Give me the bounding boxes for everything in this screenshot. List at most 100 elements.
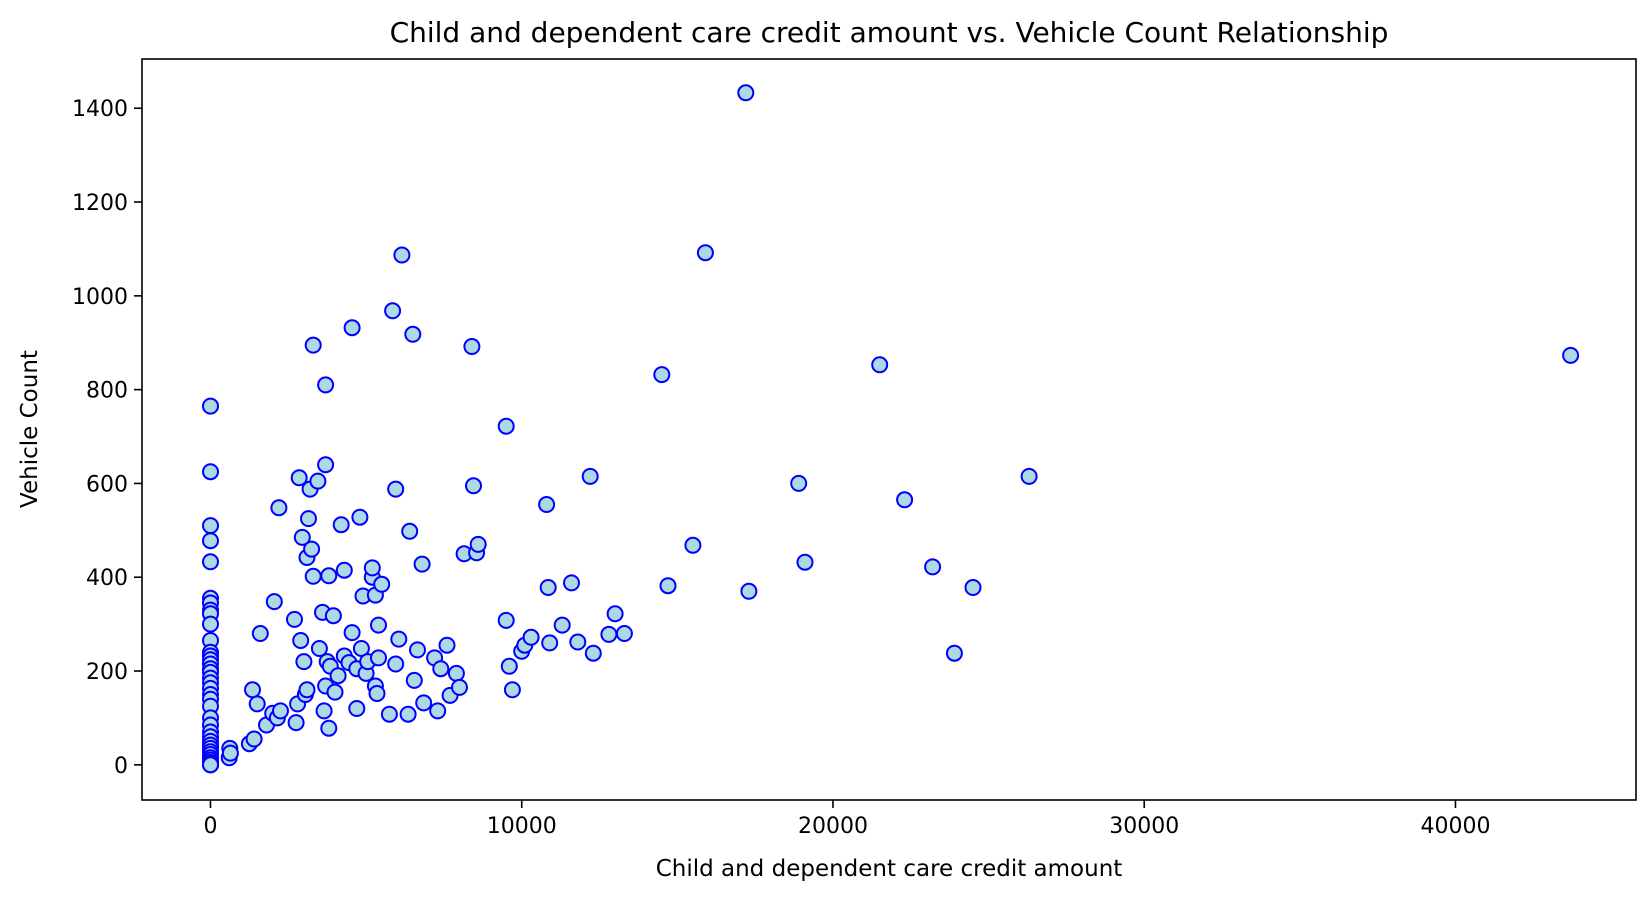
data-point xyxy=(401,522,419,540)
data-point xyxy=(740,582,758,600)
data-point xyxy=(251,625,269,642)
data-point xyxy=(295,653,313,671)
data-point xyxy=(653,366,671,384)
data-point xyxy=(451,678,468,696)
data-point xyxy=(659,577,677,595)
data-point xyxy=(202,756,219,774)
x-tick-label: 0 xyxy=(203,814,217,839)
data-point xyxy=(370,649,387,667)
data-point xyxy=(320,567,338,585)
x-tick-label: 40000 xyxy=(1420,814,1490,839)
data-point xyxy=(447,664,465,682)
data-point xyxy=(684,536,702,554)
data-point xyxy=(871,356,889,374)
data-point xyxy=(404,325,422,343)
data-point xyxy=(202,615,219,633)
data-point xyxy=(796,553,814,571)
data-point xyxy=(324,607,342,625)
data-point xyxy=(463,338,481,355)
data-point xyxy=(329,667,347,685)
data-point xyxy=(387,655,405,673)
data-point xyxy=(1020,467,1038,485)
y-tick-label: 1400 xyxy=(72,97,128,122)
data-point xyxy=(538,496,556,513)
data-point xyxy=(497,417,515,435)
chart-title: Child and dependent care credit amount v… xyxy=(390,16,1389,49)
data-point xyxy=(202,553,219,571)
data-point xyxy=(309,472,327,490)
data-point xyxy=(202,463,219,481)
data-point xyxy=(343,319,361,337)
data-point xyxy=(326,683,344,701)
data-point xyxy=(332,516,350,534)
data-point xyxy=(202,517,219,535)
y-tick-label: 0 xyxy=(114,754,128,779)
y-tick-label: 600 xyxy=(86,472,128,497)
data-point xyxy=(503,681,521,699)
data-point xyxy=(317,456,335,474)
data-point xyxy=(1562,346,1580,364)
data-point xyxy=(413,555,431,573)
data-point xyxy=(303,540,321,558)
data-point xyxy=(351,508,369,526)
data-point xyxy=(415,694,433,712)
x-axis-ticks: 0 10000 20000 30000 40000 xyxy=(203,800,1490,839)
data-point xyxy=(539,579,557,596)
y-tick-label: 200 xyxy=(86,660,128,685)
data-point xyxy=(293,528,311,546)
data-point xyxy=(343,624,361,642)
data-point xyxy=(290,469,308,487)
data-point xyxy=(924,558,942,576)
plot-frame xyxy=(141,58,1637,801)
y-axis-ticks: 0 200 400 600 800 1000 1200 1400 xyxy=(72,97,142,779)
data-point xyxy=(298,681,316,699)
data-point xyxy=(248,695,266,713)
data-point xyxy=(270,499,288,517)
data-point xyxy=(384,302,402,320)
data-point xyxy=(348,700,366,717)
data-point xyxy=(945,644,963,662)
data-point xyxy=(790,474,808,492)
data-point xyxy=(581,467,599,485)
data-point xyxy=(553,616,571,634)
y-axis-label: Vehicle Count xyxy=(17,350,43,508)
data-point xyxy=(696,244,714,262)
x-tick-label: 10000 xyxy=(487,814,557,839)
data-point xyxy=(497,611,515,629)
data-point xyxy=(315,702,333,720)
data-point xyxy=(300,510,317,528)
x-tick-label: 30000 xyxy=(1109,814,1179,839)
data-point xyxy=(600,625,618,643)
data-point xyxy=(304,567,322,585)
data-point xyxy=(292,632,310,649)
data-point xyxy=(522,628,540,646)
y-tick-label: 800 xyxy=(86,379,128,404)
data-point xyxy=(373,575,391,593)
data-point xyxy=(500,657,518,675)
data-point xyxy=(310,640,328,657)
data-point xyxy=(202,397,219,415)
data-point xyxy=(221,744,239,762)
data-point xyxy=(584,644,602,662)
data-point xyxy=(737,84,755,102)
data-point xyxy=(405,671,423,689)
data-point xyxy=(409,641,426,659)
y-tick-label: 400 xyxy=(86,566,128,591)
data-point xyxy=(438,636,456,654)
data-point xyxy=(964,579,982,596)
y-tick-label: 1000 xyxy=(72,285,128,310)
data-point xyxy=(606,605,624,623)
y-tick-label: 1200 xyxy=(72,191,128,216)
data-point xyxy=(387,480,405,498)
data-point xyxy=(563,574,580,592)
data-point xyxy=(286,610,303,628)
data-point xyxy=(399,705,417,723)
points-layer xyxy=(202,84,1580,774)
data-point xyxy=(287,714,305,732)
data-point xyxy=(429,702,447,720)
data-point xyxy=(202,532,219,550)
data-point xyxy=(245,730,263,748)
data-point xyxy=(390,630,408,648)
